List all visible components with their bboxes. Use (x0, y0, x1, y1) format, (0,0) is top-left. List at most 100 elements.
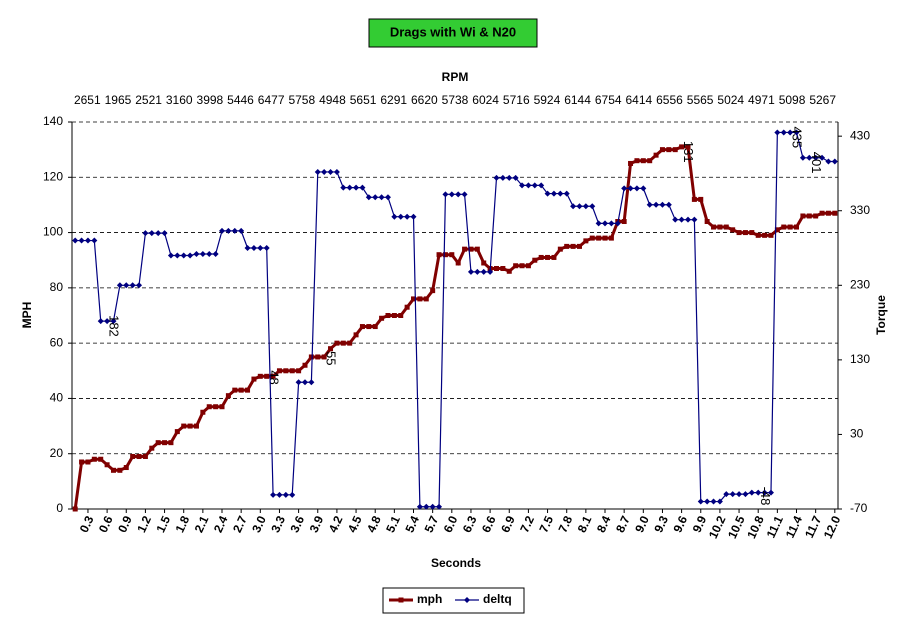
marker (545, 254, 551, 260)
marker (755, 232, 761, 238)
marker (698, 196, 704, 202)
marker (334, 340, 340, 346)
marker (257, 245, 264, 252)
y2-tick-label: 330 (850, 203, 870, 217)
data-label: 55 (324, 351, 339, 365)
x-tick-label: 0.3 (77, 513, 97, 534)
x-tick-label: 3.3 (268, 513, 288, 534)
marker (602, 235, 608, 241)
marker (679, 144, 685, 150)
marker (161, 230, 168, 237)
marker (799, 154, 806, 161)
marker (136, 453, 142, 459)
marker (85, 459, 91, 465)
marker (379, 315, 385, 321)
x-tick-label: 2.1 (192, 513, 212, 534)
x2-tick-label: 6144 (564, 93, 591, 107)
marker (327, 168, 334, 175)
x2-tick-label: 5716 (503, 93, 530, 107)
marker (576, 243, 582, 249)
marker (155, 230, 162, 237)
marker (385, 313, 391, 318)
marker (296, 368, 302, 374)
marker (340, 184, 347, 191)
marker (257, 373, 263, 379)
data-label: 182 (107, 315, 122, 337)
marker (136, 282, 143, 289)
marker (755, 489, 762, 496)
x2-tick-label: 4948 (319, 93, 346, 107)
marker (531, 182, 538, 189)
x-tick-label: 6.0 (441, 513, 461, 534)
marker (462, 246, 468, 252)
marker (825, 210, 831, 216)
legend-label: mph (417, 592, 442, 606)
legend-label: deltq (483, 592, 512, 606)
marker (333, 168, 340, 175)
marker (582, 203, 589, 210)
marker (199, 250, 206, 257)
marker (570, 203, 577, 210)
x-title: Seconds (431, 556, 481, 570)
marker (570, 243, 576, 249)
title-box (368, 18, 538, 48)
x2-tick-label: 6477 (258, 93, 285, 107)
marker (308, 379, 315, 386)
marker (231, 227, 238, 234)
x2-tick-label: 6291 (380, 93, 407, 107)
marker (302, 362, 308, 368)
marker (627, 185, 634, 192)
marker (289, 491, 296, 498)
marker (710, 498, 717, 505)
marker (187, 252, 194, 259)
marker (563, 190, 570, 197)
marker (372, 324, 378, 330)
marker (640, 185, 647, 192)
marker (423, 296, 429, 302)
marker (806, 154, 813, 161)
x2-tick-label: 5738 (442, 93, 469, 107)
marker (672, 147, 678, 153)
marker (704, 498, 711, 505)
marker (595, 220, 602, 227)
marker (213, 404, 219, 410)
y2-tick-label: 230 (850, 277, 870, 291)
marker (155, 440, 161, 446)
marker (110, 318, 117, 325)
marker (346, 184, 353, 191)
marker (825, 158, 832, 165)
marker (423, 503, 430, 510)
marker (84, 237, 91, 244)
x2-tick-label: 1965 (105, 93, 132, 107)
x-tick-label: 2.7 (230, 513, 250, 534)
marker (723, 491, 730, 498)
x-tick-label: 9.3 (651, 513, 671, 534)
marker (353, 184, 360, 191)
marker (91, 237, 98, 244)
marker (557, 190, 564, 197)
marker (225, 227, 232, 234)
x-tick-label: 0.9 (115, 513, 135, 534)
marker (704, 219, 710, 225)
marker (250, 245, 257, 252)
marker (544, 190, 551, 197)
marker (819, 154, 826, 161)
marker (493, 266, 499, 272)
marker (512, 174, 519, 181)
x-tick-label: 3.6 (287, 513, 307, 534)
marker (691, 216, 698, 223)
x-tick-label: 7.5 (536, 513, 556, 534)
x2-tick-label: 2521 (135, 93, 162, 107)
marker (142, 230, 149, 237)
marker (608, 220, 615, 227)
marker (238, 227, 245, 234)
y-tick-label: 20 (50, 446, 64, 460)
y2-title: Torque (874, 295, 888, 335)
marker (831, 158, 838, 165)
x-tick-label: 6.6 (479, 513, 499, 534)
x-tick-label: 3.9 (307, 513, 327, 534)
x-tick-label: 6.9 (498, 513, 518, 534)
marker (723, 224, 729, 230)
marker (104, 462, 110, 468)
